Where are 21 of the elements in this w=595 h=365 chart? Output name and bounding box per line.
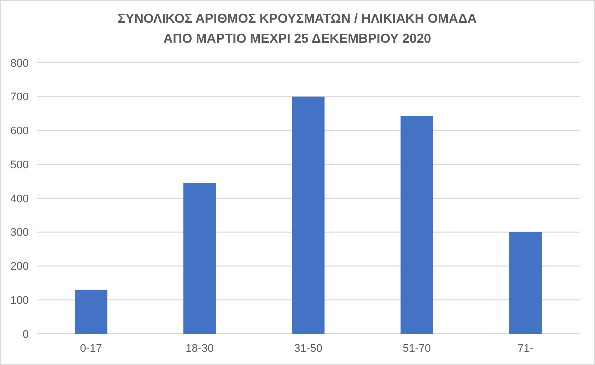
x-tick-label: 71- bbox=[518, 343, 534, 355]
x-tick-label: 18-30 bbox=[186, 343, 214, 355]
bar bbox=[400, 116, 434, 334]
y-tick-label: 400 bbox=[10, 193, 29, 206]
y-tick-label: 800 bbox=[10, 58, 29, 70]
bar bbox=[509, 232, 542, 334]
y-tick-label: 100 bbox=[10, 294, 29, 307]
bar bbox=[184, 183, 216, 334]
y-tick-label: 600 bbox=[10, 126, 29, 138]
x-tick-label: 31-50 bbox=[294, 343, 323, 355]
y-tick-label: 300 bbox=[10, 227, 29, 240]
chart-subtitle: ΑΠΟ ΜΑΡΤΙΟ ΜΕΧΡΙ 25 ΔΕΚΕΜΒΡΙΟΥ 2020 bbox=[164, 31, 432, 46]
y-tick-label: 200 bbox=[10, 261, 29, 274]
x-tick-label: 51-70 bbox=[403, 343, 432, 355]
chart-title: ΣΥΝΟΛΙΚΟΣ ΑΡΙΘΜΟΣ ΚΡΟΥΣΜΑΤΩΝ / ΗΛΙΚΙΑΚΗ ΟΜΑΔΑ bbox=[118, 11, 478, 26]
y-tick-label: 500 bbox=[10, 159, 29, 172]
bar bbox=[75, 290, 108, 334]
y-tick-label: 700 bbox=[10, 92, 29, 104]
bar bbox=[292, 96, 325, 334]
y-tick-label: 0 bbox=[22, 328, 29, 341]
x-tick-label: 0-17 bbox=[80, 343, 102, 355]
